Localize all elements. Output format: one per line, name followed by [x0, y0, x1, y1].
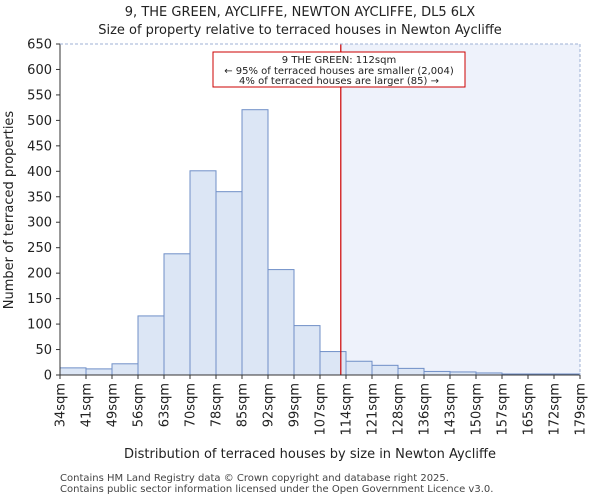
- annotation-line1: 9 THE GREEN: 112sqm: [282, 55, 396, 66]
- x-tick-label-107sqm: 107sqm: [314, 383, 329, 436]
- bar-136sqm: [423, 370, 451, 376]
- bar-85sqm: [241, 109, 269, 376]
- x-tick-label-172sqm: 172sqm: [548, 383, 563, 436]
- bar-49sqm: [111, 363, 139, 376]
- bar-114sqm: [345, 360, 373, 376]
- x-tick-label-128sqm: 128sqm: [392, 383, 407, 436]
- y-tick-label-550: 550: [27, 88, 52, 103]
- annotation-box: [212, 51, 466, 88]
- bar-78sqm: [215, 191, 243, 376]
- y-tick-label-250: 250: [27, 241, 52, 256]
- bar-92sqm: [267, 269, 295, 376]
- y-tick-label-350: 350: [27, 190, 52, 205]
- x-tick-label-85sqm: 85sqm: [236, 383, 251, 427]
- x-tick-label-49sqm: 49sqm: [106, 383, 121, 427]
- y-tick-label-450: 450: [27, 139, 52, 154]
- x-tick-label-99sqm: 99sqm: [288, 383, 303, 427]
- larger-region-shade: [340, 44, 580, 375]
- x-tick-label-150sqm: 150sqm: [470, 383, 485, 436]
- x-tick-label-157sqm: 157sqm: [496, 383, 511, 436]
- bar-41sqm: [85, 368, 113, 376]
- annotation-line3: 4% of terraced houses are larger (85) →: [239, 76, 439, 87]
- chart-title: 9, THE GREEN, AYCLIFFE, NEWTON AYCLIFFE,…: [125, 5, 476, 20]
- bar-128sqm: [397, 367, 425, 376]
- bar-121sqm: [371, 364, 399, 376]
- x-tick-label-34sqm: 34sqm: [54, 383, 69, 427]
- x-tick-label-136sqm: 136sqm: [418, 383, 433, 436]
- bar-34sqm: [59, 367, 87, 376]
- x-tick-label-70sqm: 70sqm: [184, 383, 199, 427]
- y-tick-label-150: 150: [27, 292, 52, 307]
- y-tick-label-100: 100: [27, 318, 52, 333]
- x-tick-label-121sqm: 121sqm: [366, 383, 381, 436]
- y-tick-label-650: 650: [27, 38, 52, 53]
- y-tick-label-600: 600: [27, 63, 52, 78]
- y-axis-label: Number of terraced properties: [2, 111, 17, 310]
- x-tick-label-56sqm: 56sqm: [132, 383, 147, 427]
- y-tick-label-500: 500: [27, 114, 52, 129]
- bar-70sqm: [189, 170, 217, 376]
- x-tick-label-41sqm: 41sqm: [80, 383, 95, 427]
- bar-56sqm: [137, 315, 165, 376]
- bar-99sqm: [293, 325, 321, 376]
- footer-copyright: Contains HM Land Registry data © Crown c…: [60, 473, 449, 484]
- y-tick-label-50: 50: [35, 343, 52, 358]
- x-tick-label-179sqm: 179sqm: [574, 383, 589, 436]
- x-axis-label: Distribution of terraced houses by size …: [124, 447, 496, 462]
- y-tick-label-200: 200: [27, 267, 52, 282]
- x-tick-label-92sqm: 92sqm: [262, 383, 277, 427]
- footer-licence: Contains public sector information licen…: [60, 484, 494, 495]
- x-tick-label-114sqm: 114sqm: [340, 383, 355, 436]
- y-tick-label-400: 400: [27, 165, 52, 180]
- annotation-line2: ← 95% of terraced houses are smaller (2,…: [224, 66, 454, 77]
- y-tick-label-300: 300: [27, 216, 52, 231]
- x-tick-label-63sqm: 63sqm: [158, 383, 173, 427]
- chart-subtitle: Size of property relative to terraced ho…: [98, 23, 502, 38]
- x-tick-label-78sqm: 78sqm: [210, 383, 225, 427]
- x-tick-label-165sqm: 165sqm: [522, 383, 537, 436]
- bar-63sqm: [163, 253, 191, 376]
- y-tick-label-0: 0: [44, 369, 52, 384]
- x-tick-label-143sqm: 143sqm: [444, 383, 459, 436]
- bar-107sqm: [319, 351, 347, 376]
